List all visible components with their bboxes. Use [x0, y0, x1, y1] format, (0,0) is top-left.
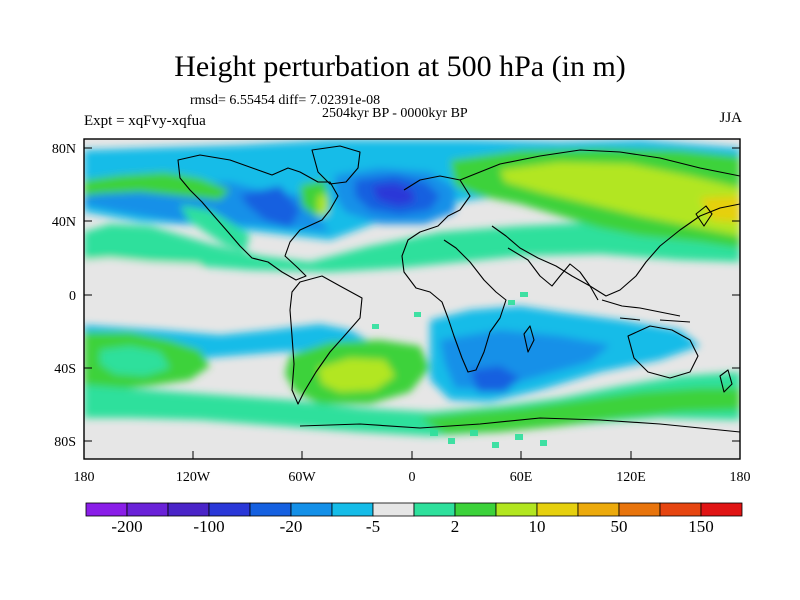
- colorbar-swatch-9: [454, 502, 497, 517]
- colorbar: [85, 502, 743, 517]
- colorbar-swatch-7: [372, 502, 415, 517]
- colorbar-swatch-11: [536, 502, 579, 517]
- colorbar-swatch-0: [85, 502, 128, 517]
- lon-label-180-right: 180: [730, 470, 751, 485]
- colorbar-label-minus20: -20: [280, 517, 303, 536]
- colorbar-swatch-3: [208, 502, 251, 517]
- period-label: 2504kyr BP - 0000kyr BP: [322, 106, 468, 121]
- colorbar-label-10: 10: [529, 517, 546, 536]
- colorbar-swatch-12: [577, 502, 620, 517]
- lon-label-0: 0: [409, 470, 416, 485]
- colorbar-labels: -200 -100 -20 -5 2 10 50 150: [111, 517, 713, 536]
- lon-label-60w: 60W: [288, 470, 316, 485]
- lat-label-80s: 80S: [54, 435, 76, 450]
- lat-label-40s: 40S: [54, 362, 76, 377]
- lon-label-180-left: 180: [74, 470, 95, 485]
- lon-label-120e: 120E: [616, 470, 646, 485]
- plot-title: Height perturbation at 500 hPa (in m): [174, 50, 626, 83]
- colorbar-swatch-5: [290, 502, 333, 517]
- colorbar-swatch-15: [700, 502, 743, 517]
- experiment-label: Expt = xqFvy-xqfua: [84, 113, 206, 129]
- colorbar-label-2: 2: [451, 517, 460, 536]
- colorbar-swatch-10: [495, 502, 538, 517]
- colorbar-label-minus5: -5: [366, 517, 380, 536]
- rmsd-diff-label: rmsd= 6.55454 diff= 7.02391e-08: [190, 93, 381, 108]
- lon-label-120w: 120W: [176, 470, 211, 485]
- colorbar-swatch-14: [659, 502, 702, 517]
- colorbar-label-150: 150: [688, 517, 714, 536]
- colorbar-swatch-4: [249, 502, 292, 517]
- colorbar-label-minus200: -200: [111, 517, 142, 536]
- colorbar-label-minus100: -100: [193, 517, 224, 536]
- season-label: JJA: [719, 110, 742, 126]
- lon-label-60e: 60E: [510, 470, 533, 485]
- colorbar-swatch-13: [618, 502, 661, 517]
- colorbar-swatch-6: [331, 502, 374, 517]
- lat-label-80n: 80N: [52, 142, 76, 157]
- colorbar-label-50: 50: [611, 517, 628, 536]
- colorbar-swatch-2: [167, 502, 210, 517]
- contour-fill-field: [84, 139, 740, 459]
- coastline-outlines: [177, 145, 740, 433]
- colorbar-swatch-1: [126, 502, 169, 517]
- lat-label-0: 0: [69, 289, 76, 304]
- colorbar-swatch-8: [413, 502, 456, 517]
- lat-label-40n: 40N: [52, 215, 76, 230]
